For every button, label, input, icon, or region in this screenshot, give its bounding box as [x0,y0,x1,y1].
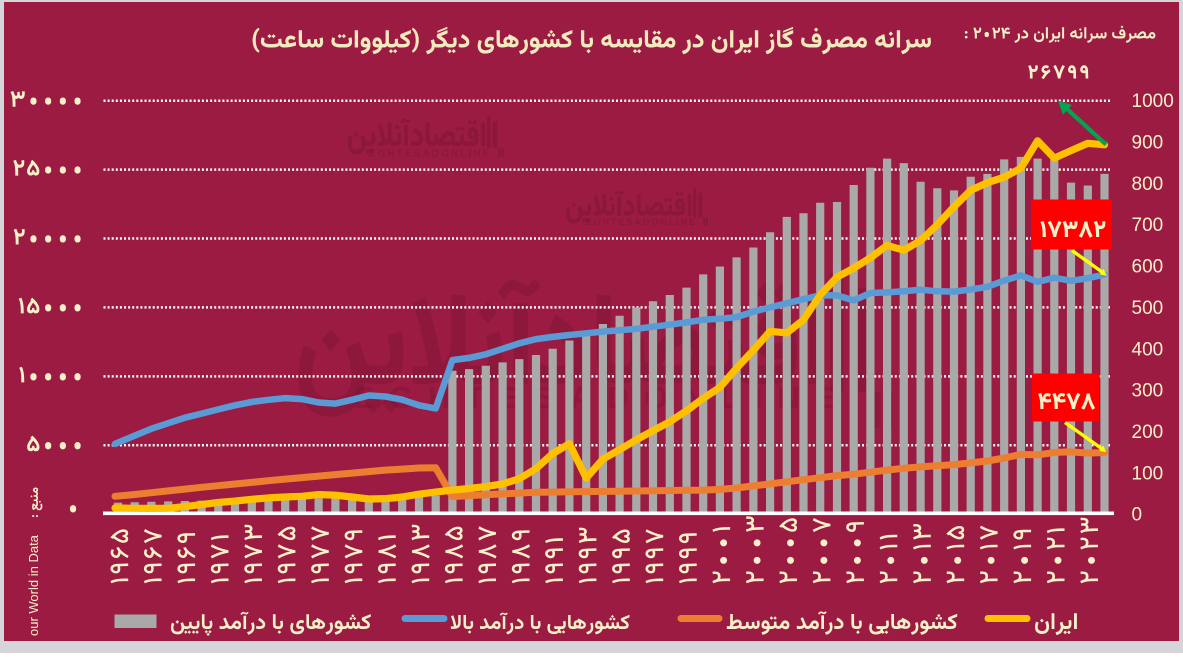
svg-text:100: 100 [1132,463,1164,484]
svg-text:900: 900 [1132,133,1164,154]
svg-text:400: 400 [1132,339,1164,360]
svg-text:1000: 1000 [1132,91,1174,112]
svg-text:300: 300 [1132,381,1164,402]
svg-text:200: 200 [1132,422,1164,443]
svg-text:our World in Data: our World in Data [26,534,41,636]
svg-text:800: 800 [1132,174,1164,195]
svg-text:0: 0 [1132,505,1143,526]
svg-text:600: 600 [1132,257,1164,278]
svg-text:EGHTESADONLINE: EGHTESADONLINE [369,149,492,160]
svg-text:EGHTESADONLINE: EGHTESADONLINE [586,217,697,227]
svg-text:500: 500 [1132,298,1164,319]
svg-text:700: 700 [1132,215,1164,236]
